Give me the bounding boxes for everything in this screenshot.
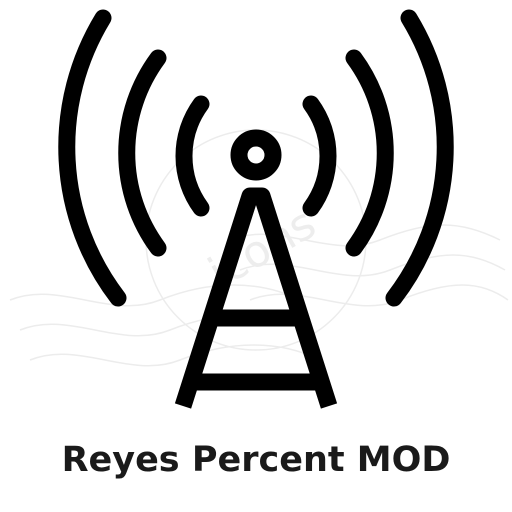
caption-text: Reyes Percent MOD <box>61 440 451 480</box>
signal-wave-right-inner <box>302 95 337 217</box>
signal-wave-left-inner <box>175 95 210 217</box>
signal-wave-right-middle <box>345 49 394 257</box>
signal-wave-right-outer <box>385 9 454 307</box>
signal-wave-left-middle <box>118 49 167 257</box>
tower-frame <box>174 187 338 409</box>
signal-wave-left-outer <box>58 9 127 307</box>
antenna-top <box>230 129 282 181</box>
